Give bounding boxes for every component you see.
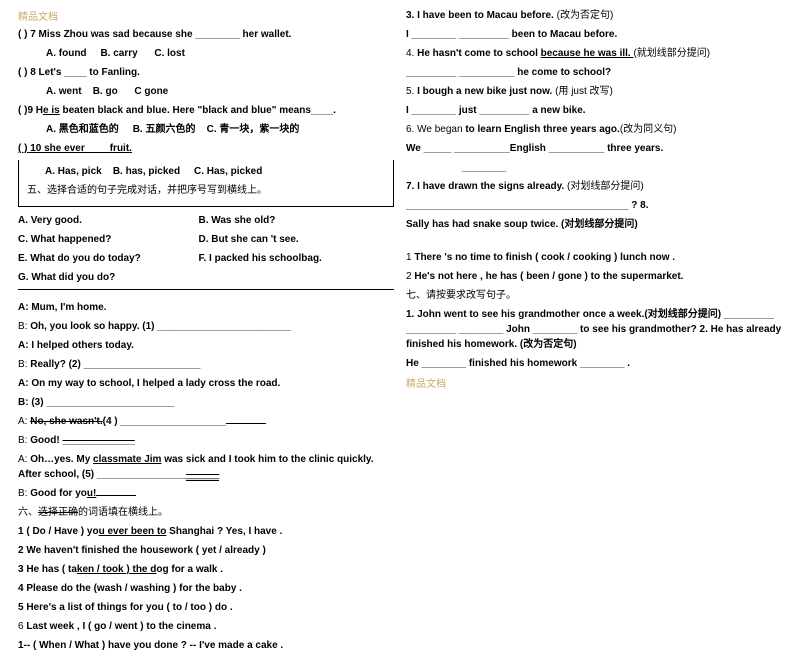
- watermark-top-left: 精品文档: [18, 8, 394, 23]
- r-t1: 1 There 's no time to finish ( cook / co…: [406, 250, 782, 265]
- opt-row-cd: C. What happened?D. But she can 't see.: [18, 232, 394, 247]
- r-t2: 2 He's not here , he has ( been / gone )…: [406, 269, 782, 284]
- r-q3: 3. I have been to Macau before. (改为否定句): [406, 8, 782, 23]
- s6-l7: 1-- ( When / What ) have you done ? -- I…: [18, 638, 394, 653]
- dlg-5: A: On my way to school, I helped a lady …: [18, 376, 394, 391]
- r-q5: 5. I bough a new bike just now. (用 just …: [406, 84, 782, 99]
- dlg-4: B: Really? (2) _____________________: [18, 357, 394, 372]
- r-q8-ans: Sally has had snake soup twice. (对划线部分提问…: [406, 217, 782, 232]
- section5-title: 五、选择合适的句子完成对话，并把序号写到横线上。: [27, 183, 385, 198]
- q9-stem: ( )9 He is beaten black and blue. Here "…: [18, 103, 394, 118]
- q8-stem: ( ) 8 Let's ____ to Fanling.: [18, 65, 394, 80]
- dlg-10: B: Good for you!: [18, 486, 394, 501]
- right-column: 3. I have been to Macau before. (改为否定句) …: [400, 8, 788, 557]
- dlg-2: B: Oh, you look so happy. (1) __________…: [18, 319, 394, 334]
- section7-title: 七、请按要求改写句子。: [406, 288, 782, 303]
- q8-a: A. went: [46, 86, 82, 97]
- q9-c: C. 青一块，紫一块的: [207, 124, 300, 135]
- watermark-right: 精品文档: [406, 375, 782, 390]
- s6-l5: 5 Here's a list of things for you ( to /…: [18, 600, 394, 615]
- q7-opts: A. found B. carry C. lost: [18, 46, 394, 61]
- r-longblank: ________: [406, 160, 782, 175]
- s6-l4: 4 Please do the (wash / washing ) for th…: [18, 581, 394, 596]
- r-r2: He ________ finished his homework ______…: [406, 356, 782, 371]
- r-r1: 1. John went to see his grandmother once…: [406, 307, 782, 352]
- q7-a: A. found: [46, 48, 87, 59]
- q10-opts: A. Has, pick B. has, picked C. Has, pick…: [27, 164, 385, 179]
- opt-row-ef: E. What do you do today?F. I packed his …: [18, 251, 394, 266]
- opt-row-g: G. What did you do?: [18, 270, 394, 290]
- dlg-1: A: Mum, I'm home.: [18, 300, 394, 315]
- r-q7-ans: ________________________________________…: [406, 198, 782, 213]
- q8-c: C gone: [134, 86, 168, 97]
- s6-l6: 6 Last week , I ( go / went ) to the cin…: [18, 619, 394, 634]
- dlg-7: A: No, she wasn't.(4 ) _________________…: [18, 414, 394, 429]
- r-q3-ans: I ________ _________ been to Macau befor…: [406, 27, 782, 42]
- opt-row-ab: A. Very good.B. Was she old?: [18, 213, 394, 228]
- r-q4-ans: _________ __________ he come to school?: [406, 65, 782, 80]
- section6-title: 六、选择正确的词语填在横线上。: [18, 505, 394, 520]
- r-q4: 4. He hasn't come to school because he w…: [406, 46, 782, 61]
- q7-b: B. carry: [100, 48, 137, 59]
- q7-c: C. lost: [154, 48, 185, 59]
- r-q5-ans: I ________ just _________ a new bike.: [406, 103, 782, 118]
- s6-l2: 2 We haven't finished the housework ( ye…: [18, 543, 394, 558]
- q7-stem: ( ) 7 Miss Zhou was sad because she ____…: [18, 27, 394, 42]
- q10-stem: ( ) 10 she ever ____fruit.: [18, 141, 394, 156]
- q9-a: A. 黑色和蓝色的: [46, 124, 119, 135]
- q8-opts: A. went B. go C gone: [18, 84, 394, 99]
- q8-b: B. go: [93, 86, 118, 97]
- dlg-9: A: Oh…yes. My classmate Jim was sick and…: [18, 452, 394, 482]
- s6-l1: 1 ( Do / Have ) you ever been to Shangha…: [18, 524, 394, 539]
- dlg-3: A: I helped others today.: [18, 338, 394, 353]
- q9-b: B. 五颜六色的: [133, 124, 196, 135]
- r-q6: 6. We began to learn English three years…: [406, 122, 782, 137]
- left-column: 精品文档 ( ) 7 Miss Zhou was sad because she…: [12, 8, 400, 557]
- dlg-6: B: (3) _______________________: [18, 395, 394, 410]
- r-q7: 7. I have drawn the signs already. (对划线部…: [406, 179, 782, 194]
- dlg-8: B: Good! _____________: [18, 433, 394, 448]
- options-box-top: A. Has, pick B. has, picked C. Has, pick…: [18, 160, 394, 207]
- s6-l3: 3 He has ( taken / took ) the dog for a …: [18, 562, 394, 577]
- r-q6-ans: We _____ __________English __________ th…: [406, 141, 782, 156]
- q9-opts: A. 黑色和蓝色的 B. 五颜六色的 C. 青一块，紫一块的: [18, 122, 394, 137]
